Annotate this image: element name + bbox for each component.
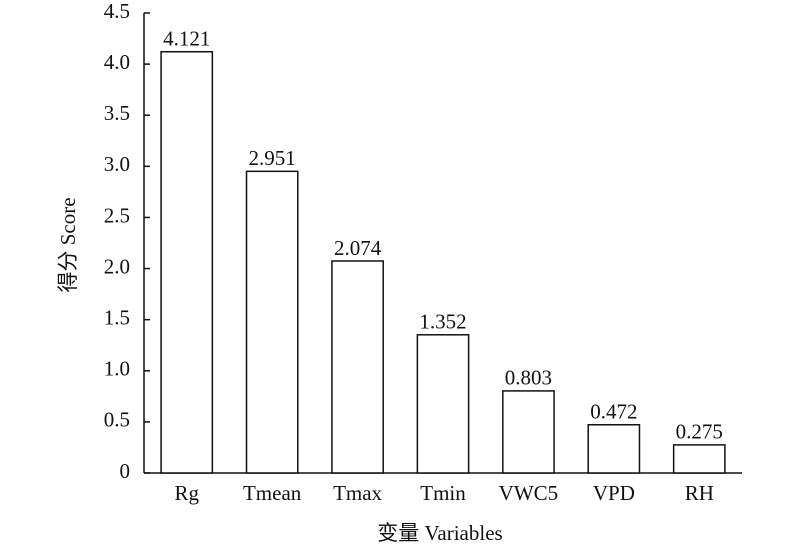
x-axis-title: 变量 Variables bbox=[377, 521, 502, 545]
y-tick-label: 1.5 bbox=[104, 305, 130, 329]
bar bbox=[672, 444, 726, 474]
y-tick-label: 1.0 bbox=[104, 357, 130, 381]
y-tick-label: 3.5 bbox=[104, 101, 130, 125]
value-label: 2.074 bbox=[334, 236, 382, 260]
bar bbox=[502, 390, 555, 474]
y-axis-title: 得分 Score bbox=[56, 197, 80, 292]
y-tick-label: 4.0 bbox=[104, 50, 130, 74]
bar bbox=[160, 50, 214, 474]
y-tick-label: 2.0 bbox=[104, 254, 130, 278]
x-tick-label: VPD bbox=[593, 481, 635, 505]
value-label: 0.275 bbox=[676, 420, 723, 444]
x-tick-label: Tmean bbox=[243, 481, 302, 505]
x-tick-label: Tmax bbox=[333, 481, 382, 505]
bar bbox=[331, 260, 384, 474]
bar bbox=[245, 170, 299, 474]
y-tick-label: 0 bbox=[120, 459, 131, 483]
x-tick-label: RH bbox=[685, 481, 714, 505]
x-tick-label: Rg bbox=[174, 481, 199, 505]
y-tick-label: 2.5 bbox=[104, 203, 130, 227]
value-label: 1.352 bbox=[419, 310, 466, 334]
bar bbox=[416, 334, 470, 474]
y-tick-label: 4.5 bbox=[104, 0, 130, 23]
y-tick-label: 3.0 bbox=[104, 152, 130, 176]
value-label: 2.951 bbox=[249, 146, 296, 170]
value-label: 0.803 bbox=[505, 366, 552, 390]
y-tick-label: 0.5 bbox=[104, 408, 130, 432]
x-tick-label: Tmin bbox=[420, 481, 466, 505]
value-label: 4.121 bbox=[163, 27, 210, 51]
value-label: 0.472 bbox=[590, 400, 637, 424]
bar bbox=[587, 424, 641, 474]
x-tick-label: VWC5 bbox=[499, 481, 559, 505]
